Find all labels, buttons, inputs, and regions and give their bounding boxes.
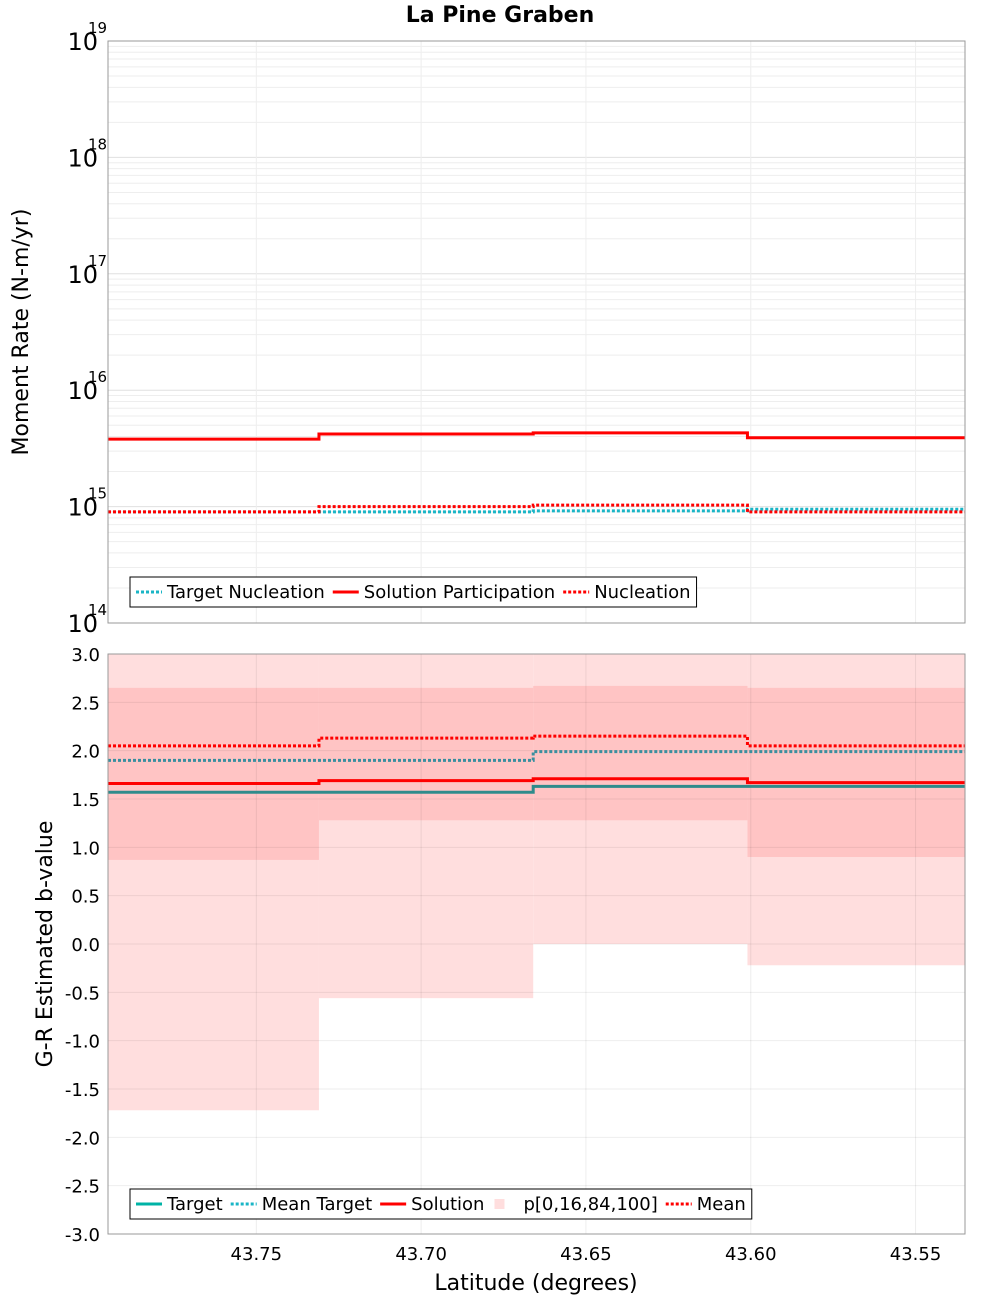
bvalue-y-tick-label: -3.0 bbox=[65, 1225, 100, 1246]
bvalue-y-tick-label: 1.0 bbox=[71, 838, 100, 859]
moment-y-tick-exponent: 19 bbox=[88, 19, 107, 37]
x-tick-label: 43.65 bbox=[560, 1244, 612, 1265]
x-tick-label: 43.55 bbox=[890, 1244, 942, 1265]
bvalue-y-tick-label: -0.5 bbox=[65, 983, 100, 1004]
x-axis-label: Latitude (degrees) bbox=[434, 1271, 637, 1296]
moment-y-tick-label: 10 bbox=[67, 377, 98, 405]
moment-y-tick-label: 10 bbox=[67, 494, 98, 522]
bvalue-series-mean-target bbox=[108, 750, 965, 762]
band-inner-bin-1 bbox=[108, 687, 319, 860]
bvalue-y-tick-label: -1.0 bbox=[65, 1032, 100, 1053]
bvalue-y-tick-label: -2.5 bbox=[65, 1177, 100, 1198]
moment-legend-label-nucleation: Nucleation bbox=[594, 582, 690, 603]
moment-y-tick-exponent: 15 bbox=[88, 485, 107, 503]
moment-y-tick-label: 10 bbox=[67, 610, 98, 638]
bvalue-series-target bbox=[108, 784, 965, 794]
bvalue-y-ticks: 3.0 2.5 2.0 1.5 1.0 0.5 0.0 -0.5 -1.0 -1.5 -2.0 -2.… bbox=[65, 645, 100, 1246]
bvalue-y-tick-label: -1.5 bbox=[65, 1080, 100, 1101]
bvalue-y-tick-label: 2.5 bbox=[71, 693, 100, 714]
bvalue-series-mean bbox=[108, 734, 965, 748]
bvalue-legend-box bbox=[129, 1188, 753, 1220]
bvalue-y-tick-label: -2.0 bbox=[65, 1128, 100, 1149]
bvalue-legend-swatch-p-0-16-84-100 bbox=[494, 1199, 505, 1209]
moment-grid bbox=[108, 41, 965, 624]
bvalue-y-tick-label: 0.5 bbox=[71, 887, 100, 908]
band-inner-bin-2 bbox=[318, 687, 534, 821]
moment-y-tick-label: 10 bbox=[67, 144, 98, 172]
moment-plot-frame bbox=[107, 40, 966, 624]
moment-y-tick-label: 10 bbox=[67, 28, 98, 56]
bvalue-series bbox=[108, 734, 965, 794]
bvalue-y-tick-label: 1.5 bbox=[71, 790, 100, 811]
bvalue-legend-label-mean-target: Mean Target bbox=[262, 1194, 372, 1215]
x-tick-label: 43.60 bbox=[725, 1244, 777, 1265]
moment-plot-area bbox=[108, 41, 965, 623]
bvalue-plot-frame bbox=[107, 653, 966, 1235]
bvalue-y-axis-label: G-R Estimated b-value bbox=[33, 821, 58, 1068]
bvalue-legend-label-solution: Solution bbox=[411, 1194, 484, 1215]
moment-y-tick-exponent: 16 bbox=[88, 368, 107, 386]
moment-y-axis-label: Moment Rate (N-m/yr) bbox=[9, 209, 34, 456]
chart-title: La Pine Graben bbox=[406, 3, 595, 28]
bvalue-legend-label-target: Target bbox=[166, 1194, 223, 1215]
bvalue-percentile-bands bbox=[108, 654, 965, 1111]
b-value-panel: 3.0 2.5 2.0 1.5 1.0 0.5 0.0 -0.5 -1.0 -1.5 -2.0 -2.… bbox=[33, 645, 966, 1296]
moment-series-solution-participation bbox=[108, 431, 965, 441]
moment-y-tick-exponent: 14 bbox=[88, 601, 107, 619]
bvalue-legend: Target Mean Target Solution p[0,16,84,100] M… bbox=[129, 1188, 753, 1220]
moment-series-nucleation bbox=[108, 503, 965, 514]
x-tick-label: 43.70 bbox=[395, 1244, 447, 1265]
x-tick-label: 43.75 bbox=[231, 1244, 283, 1265]
moment-y-tick-exponent: 18 bbox=[88, 135, 107, 153]
bvalue-y-tick-label: 2.0 bbox=[71, 742, 100, 763]
moment-legend-box bbox=[129, 576, 698, 608]
moment-legend: Target Nucleation Solution Participation N… bbox=[129, 576, 698, 608]
moment-y-tick-label: 10 bbox=[67, 261, 98, 289]
moment-legend-label-target-nucleation: Target Nucleation bbox=[166, 582, 325, 603]
bvalue-legend-label-mean: Mean bbox=[697, 1194, 746, 1215]
band-inner-bin-4 bbox=[747, 687, 965, 857]
bvalue-y-tick-label: 0.0 bbox=[71, 935, 100, 956]
bvalue-legend-label-p-0-16-84-100: p[0,16,84,100] bbox=[523, 1194, 657, 1215]
moment-series bbox=[108, 431, 965, 514]
moment-legend-label-solution-participation: Solution Participation bbox=[364, 582, 555, 603]
moment-y-tick-exponent: 17 bbox=[88, 252, 107, 270]
x-axis-ticks: 43.75 43.70 43.65 43.60 43.55 bbox=[231, 1244, 942, 1265]
bvalue-series-solution bbox=[108, 777, 965, 786]
bvalue-y-tick-label: 3.0 bbox=[71, 645, 100, 666]
